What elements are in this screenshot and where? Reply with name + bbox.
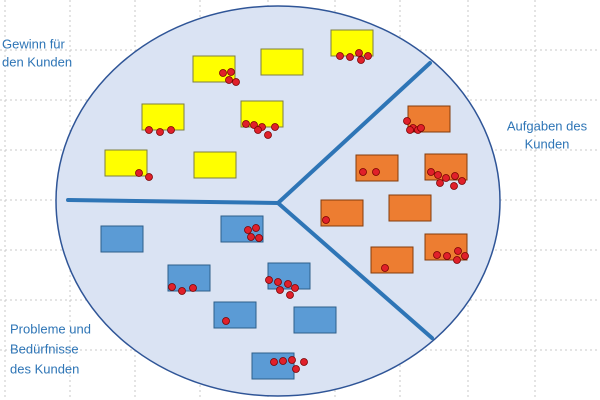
sticky-notes bbox=[100, 29, 468, 380]
vote-dot bbox=[227, 68, 235, 76]
vote-dot bbox=[225, 76, 233, 84]
vote-dot bbox=[274, 278, 282, 286]
vote-dot bbox=[279, 357, 287, 365]
vote-dot bbox=[403, 117, 411, 125]
sticky-note bbox=[407, 105, 451, 133]
vote-dots bbox=[135, 49, 469, 373]
vote-dot bbox=[232, 78, 240, 86]
vote-dot bbox=[322, 216, 330, 224]
vote-dot bbox=[381, 264, 389, 272]
vote-dot bbox=[436, 179, 444, 187]
sticky-note bbox=[251, 352, 295, 380]
vote-dot bbox=[450, 182, 458, 190]
vote-dot bbox=[276, 286, 284, 294]
sticky-note bbox=[355, 154, 399, 182]
vote-dot bbox=[247, 233, 255, 241]
vote-dot bbox=[453, 256, 461, 264]
vote-dot bbox=[372, 168, 380, 176]
vote-dot bbox=[300, 358, 308, 366]
vote-dot bbox=[427, 168, 435, 176]
sticky-note bbox=[141, 103, 185, 131]
sticky-note bbox=[370, 246, 414, 274]
label-line: Bedürfnisse bbox=[10, 341, 79, 356]
vote-dot bbox=[461, 252, 469, 260]
vote-dot bbox=[454, 247, 462, 255]
vote-dot bbox=[443, 252, 451, 260]
sticky-note bbox=[260, 48, 304, 76]
dividers bbox=[66, 61, 434, 340]
vote-dot bbox=[357, 56, 365, 64]
vote-dot bbox=[286, 291, 294, 299]
label-line: den Kunden bbox=[2, 54, 72, 69]
label-line: Gewinn für bbox=[2, 36, 66, 51]
vote-dot bbox=[346, 53, 354, 61]
vote-dot bbox=[242, 120, 250, 128]
vote-dot bbox=[270, 358, 278, 366]
vote-dot bbox=[364, 52, 372, 60]
sticky-note bbox=[330, 29, 374, 57]
vote-dot bbox=[417, 124, 425, 132]
vote-dot bbox=[135, 169, 143, 177]
vote-dot bbox=[451, 172, 459, 180]
vote-dot bbox=[145, 173, 153, 181]
vote-dot bbox=[288, 356, 296, 364]
label-line: Kunden bbox=[525, 136, 570, 151]
vote-dot bbox=[458, 177, 466, 185]
vote-dot bbox=[254, 126, 262, 134]
vote-dot bbox=[292, 365, 300, 373]
vote-dot bbox=[145, 126, 153, 134]
vote-dot bbox=[189, 284, 197, 292]
vote-dot bbox=[406, 126, 414, 134]
vote-dot bbox=[271, 123, 279, 131]
vote-dot bbox=[359, 168, 367, 176]
sticky-note bbox=[388, 194, 432, 222]
vote-dot bbox=[178, 287, 186, 295]
vote-dot bbox=[336, 52, 344, 60]
vote-dot bbox=[250, 121, 258, 129]
label-line: Aufgaben des bbox=[507, 118, 588, 133]
vote-dot bbox=[442, 174, 450, 182]
vote-dot bbox=[433, 251, 441, 259]
sticky-note bbox=[100, 225, 144, 253]
sticky-note bbox=[193, 151, 237, 179]
sticky-note bbox=[293, 306, 337, 334]
label-line: Probleme und bbox=[10, 321, 91, 336]
vote-dot bbox=[291, 284, 299, 292]
sticky-note bbox=[213, 301, 257, 329]
vote-dot bbox=[168, 283, 176, 291]
vote-dot bbox=[434, 171, 442, 179]
vote-dot bbox=[219, 69, 227, 77]
vote-dot bbox=[284, 280, 292, 288]
vote-dot bbox=[244, 226, 252, 234]
vote-dot bbox=[355, 49, 363, 57]
vote-dot bbox=[264, 131, 272, 139]
vote-dot bbox=[252, 224, 260, 232]
label-line: des Kunden bbox=[10, 361, 79, 376]
vote-dot bbox=[222, 317, 230, 325]
vote-dot bbox=[255, 234, 263, 242]
vote-dot bbox=[167, 126, 175, 134]
vote-dot bbox=[265, 276, 273, 284]
vote-dot bbox=[156, 128, 164, 136]
